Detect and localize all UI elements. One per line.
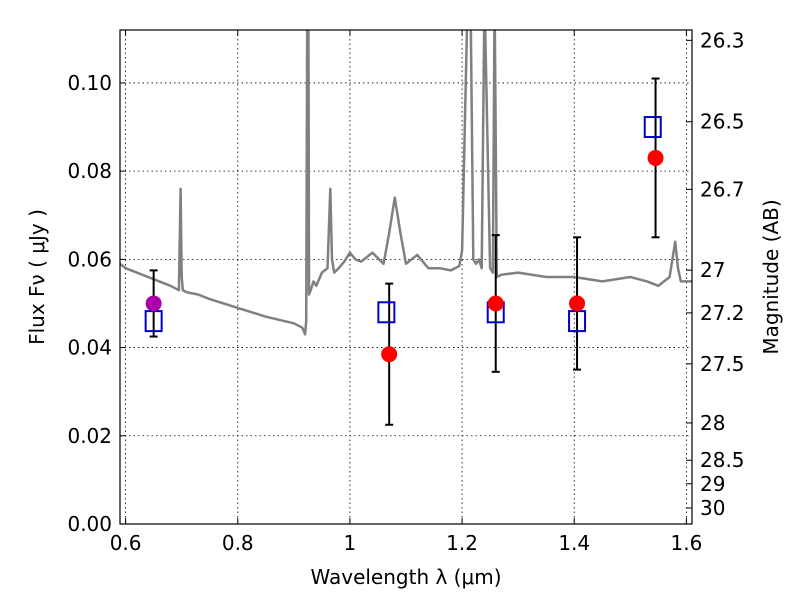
y-axis-ticks: 0.00 0.02 0.04 0.06 0.08 0.10 <box>67 71 126 536</box>
y-tick-label: 0.10 <box>67 71 112 95</box>
observed-photometry-layer <box>145 149 664 363</box>
magnitude-tick-label: 26.7 <box>700 177 745 201</box>
x-tick-label: 1.4 <box>558 531 590 555</box>
model-photometry-layer <box>144 116 662 333</box>
model-photometry-point <box>377 301 396 324</box>
x-tick-label: 1 <box>344 531 357 555</box>
magnitude-tick-label: 28.5 <box>700 448 745 472</box>
x-tick-label: 0.6 <box>110 531 142 555</box>
observed-point <box>647 149 664 166</box>
x-tick-label: 1.6 <box>670 531 702 555</box>
y-axis-label: Flux Fν ( μJy ) <box>25 209 49 345</box>
x-axis-ticks: 0.6 0.8 1 1.2 1.4 1.6 <box>110 30 702 555</box>
x-tick-label: 1.2 <box>446 531 478 555</box>
magnitude-tick-label: 26.5 <box>700 110 745 134</box>
observed-point <box>487 295 504 312</box>
observed-point <box>569 295 586 312</box>
y-tick-label: 0.02 <box>67 424 112 448</box>
y-tick-label: 0.06 <box>67 247 112 271</box>
y-tick-label: 0.00 <box>67 512 112 536</box>
magnitude-tick-label: 26.3 <box>700 28 745 52</box>
magnitude-tick-label: 27 <box>700 258 725 282</box>
magnitude-tick-label: 27.2 <box>700 301 745 325</box>
y-tick-label: 0.08 <box>67 159 112 183</box>
magnitude-tick-label: 28 <box>700 411 725 435</box>
y2-axis-label: Magnitude (AB) <box>759 199 783 354</box>
magnitude-tick-label: 29 <box>700 472 725 496</box>
plot-frame <box>119 29 693 525</box>
observed-point <box>381 346 398 363</box>
grid-lines <box>120 30 692 525</box>
x-axis-label: Wavelength λ (μm) <box>310 565 501 589</box>
magnitude-tick-label: 30 <box>700 496 725 520</box>
y-tick-label: 0.04 <box>67 336 112 360</box>
magnitude-tick-label: 27.5 <box>700 352 745 376</box>
model-spectrum-layer <box>120 30 692 336</box>
x-tick-label: 0.8 <box>222 531 254 555</box>
spectrum-line <box>120 30 692 336</box>
model-photometry-point <box>643 116 662 139</box>
observed-point <box>145 295 162 312</box>
